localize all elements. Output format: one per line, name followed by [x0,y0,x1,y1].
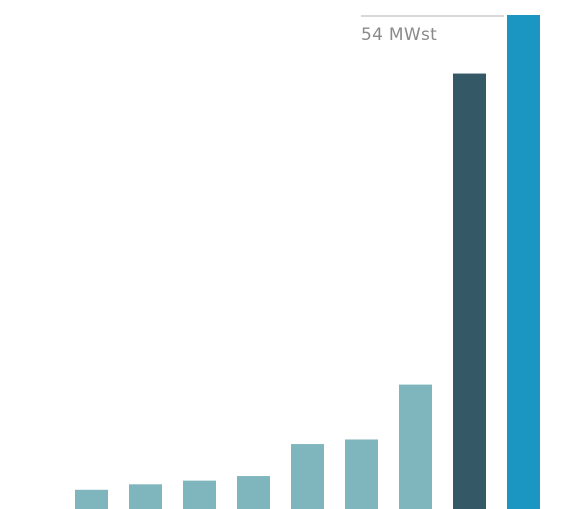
bar-3 [183,480,216,509]
bar-8 [453,73,486,509]
bars-group [75,15,540,509]
bar-6 [345,439,378,509]
annotation-label: 54 MWst [361,25,437,45]
bar-4 [237,476,270,509]
bar-7 [399,384,432,509]
bar-9 [507,15,540,509]
bar-2 [129,484,162,509]
bar-5 [291,444,324,509]
bar-1 [75,489,108,509]
